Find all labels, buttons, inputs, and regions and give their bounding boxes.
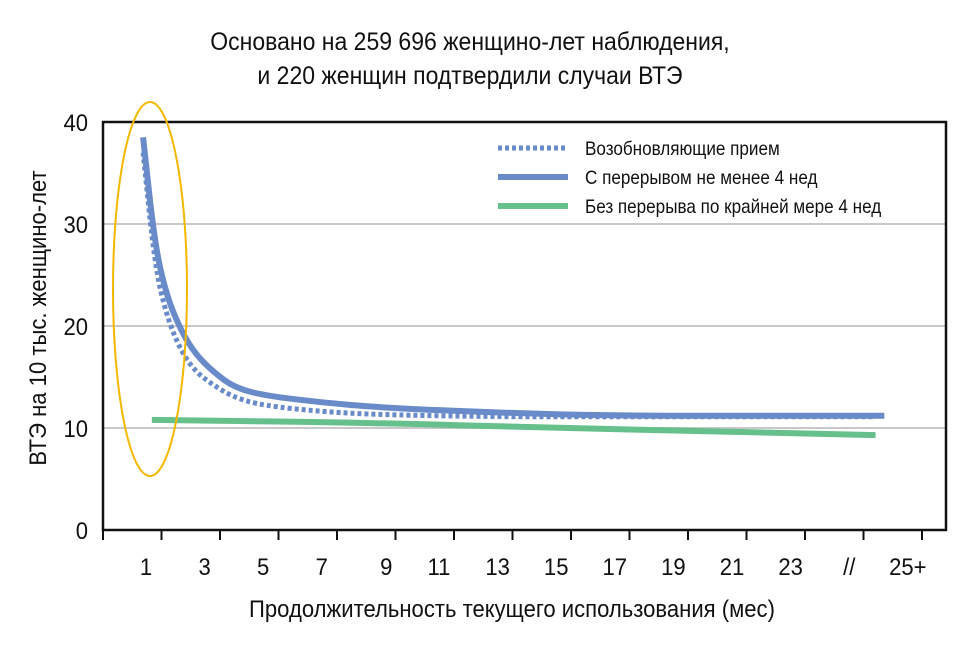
x-tick-label: 11 <box>428 553 451 580</box>
x-tick-label: 13 <box>485 553 510 580</box>
y-axis-label: ВТЭ на 10 тыс. женщино-лет <box>24 170 51 466</box>
y-tick-label: 10 <box>63 415 88 442</box>
y-tick-label: 30 <box>63 211 88 238</box>
legend-label-1: Возобновляющие прием <box>585 138 780 159</box>
x-axis-label: Продолжительность текущего использования… <box>249 595 775 622</box>
x-tick-label: 9 <box>380 553 392 580</box>
series-line-2 <box>140 136 885 419</box>
x-tick-label: 5 <box>257 553 269 580</box>
y-tick-label: 0 <box>76 517 88 544</box>
chart-title-line-2: и 220 женщин подтвердили случаи ВТЭ <box>257 62 682 90</box>
series-line-1 <box>140 152 876 420</box>
y-tick-label: 40 <box>63 109 88 136</box>
legend-label-2: С перерывом не менее 4 нед <box>585 167 818 188</box>
x-tick-label: // <box>843 553 856 580</box>
chart-title-line-1: Основано на 259 696 женщино-лет наблюден… <box>210 28 729 56</box>
x-tick-label: 1 <box>140 553 152 580</box>
legend-label-3: Без перерыва по крайней мере 4 нед <box>585 196 882 217</box>
y-tick-label: 20 <box>63 313 88 340</box>
x-tick-label: 15 <box>544 553 569 580</box>
highlight-ellipse <box>112 101 188 477</box>
plot-frame <box>101 120 948 532</box>
x-tick-label: 3 <box>198 553 210 580</box>
x-tick-label: 25+ <box>889 553 926 580</box>
series-line-3 <box>151 416 876 439</box>
x-tick-label: 7 <box>316 553 328 580</box>
x-tick-label: 17 <box>603 553 628 580</box>
x-tick-label: 19 <box>661 553 686 580</box>
x-tick-label: 21 <box>720 553 745 580</box>
x-tick-label: 23 <box>778 553 803 580</box>
